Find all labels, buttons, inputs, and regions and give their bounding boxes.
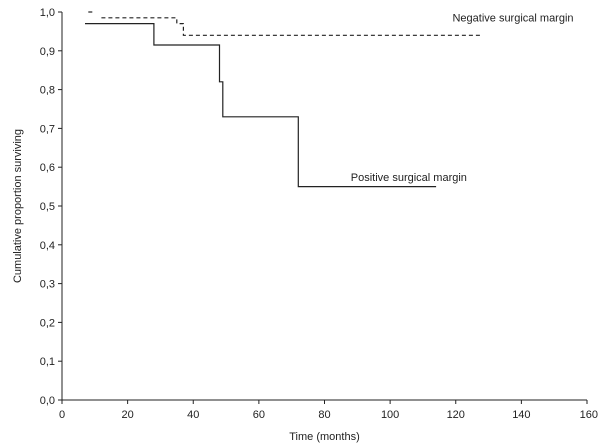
y-tick-label: 0,9	[40, 46, 55, 58]
y-tick-label: 0,3	[40, 279, 55, 291]
y-tick-label: 0,5	[40, 201, 55, 213]
series-line-positive-0	[85, 23, 437, 188]
series-lines	[85, 11, 482, 188]
axes	[61, 12, 587, 401]
series-labels: Negative surgical margin Positive surgica…	[351, 13, 574, 184]
x-tick-label: 40	[187, 409, 199, 421]
y-axis-title: Cumulative proportion surviving	[12, 129, 24, 283]
series-label-negative: Negative surgical margin	[452, 13, 573, 25]
y-tick-label: 0,4	[40, 240, 55, 252]
y-tick-label: 0,1	[40, 356, 55, 368]
y-tick-label: 0,0	[40, 395, 55, 407]
x-tick-label: 60	[253, 409, 265, 421]
x-tick-label: 20	[122, 409, 134, 421]
y-tick-label: 0,7	[40, 123, 55, 135]
y-tick-label: 0,8	[40, 85, 55, 97]
x-tick-label: 160	[580, 409, 598, 421]
x-tick-label: 120	[447, 409, 465, 421]
series-label-positive: Positive surgical margin	[351, 172, 467, 184]
x-tick-label: 140	[512, 409, 530, 421]
x-tick-label: 80	[318, 409, 330, 421]
x-tick-label: 0	[59, 409, 65, 421]
ticks: 0,0 0,1 0,2 0,3 0,4 0,5 0,6 0,7 0,8 0,9 1,0 0 20 40 60…	[40, 7, 598, 421]
series-line-negative-1	[101, 17, 482, 36]
x-axis-title: Time (months)	[289, 431, 360, 443]
y-tick-label: 0,6	[40, 162, 55, 174]
y-tick-label: 1,0	[40, 7, 55, 19]
x-tick-label: 100	[381, 409, 399, 421]
y-tick-label: 0,2	[40, 317, 55, 329]
